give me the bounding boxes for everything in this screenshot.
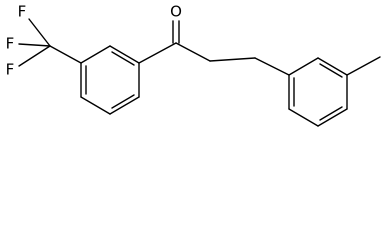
bonds [18,18,381,127]
molecule: O F F F [6,3,381,127]
atom-label: F [18,3,27,21]
atom-label: O [170,3,182,21]
atom-label: F [6,61,15,79]
atom-label: F [6,35,15,53]
